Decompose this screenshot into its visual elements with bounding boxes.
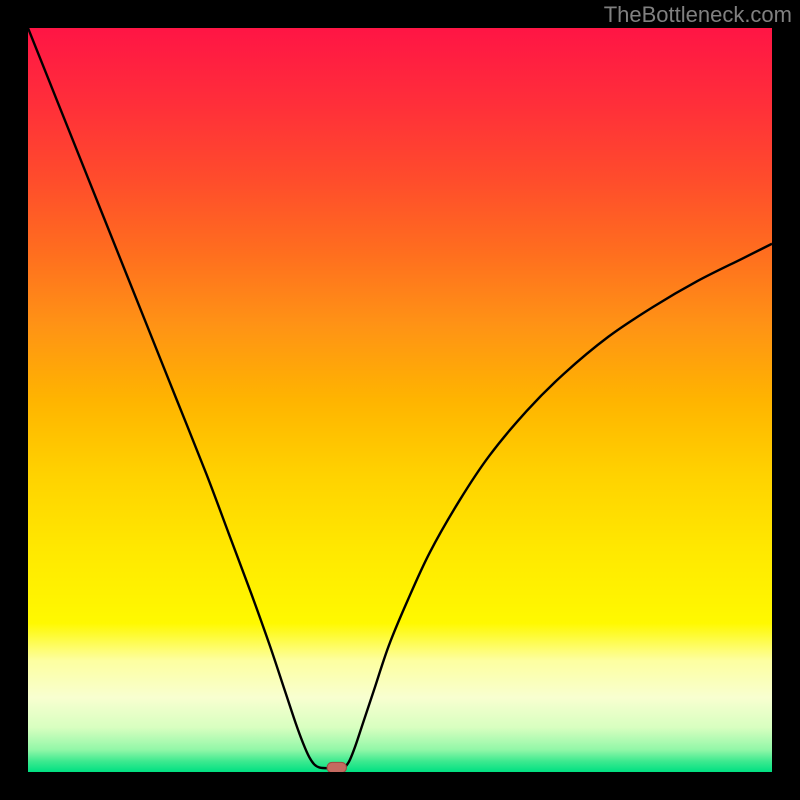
bottleneck-chart: [0, 0, 800, 800]
plot-background: [28, 28, 772, 772]
watermark-text: TheBottleneck.com: [604, 2, 792, 28]
minimum-marker: [327, 762, 346, 772]
chart-container: TheBottleneck.com: [0, 0, 800, 800]
